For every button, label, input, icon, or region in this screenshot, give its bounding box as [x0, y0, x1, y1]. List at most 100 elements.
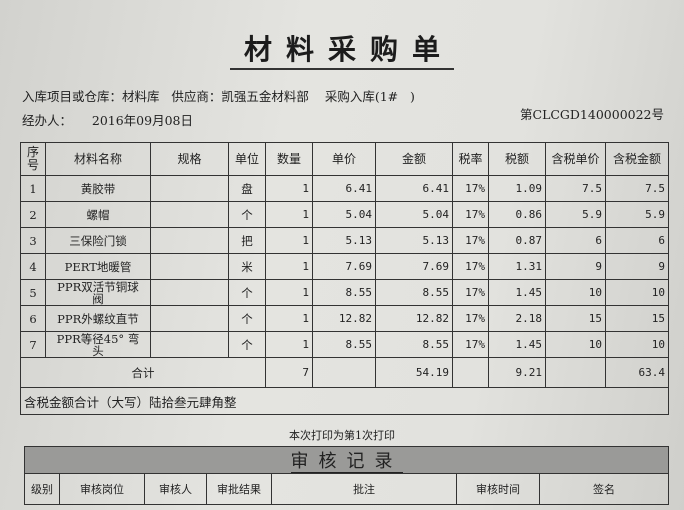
table-cell: 8.55 — [375, 279, 453, 306]
table-cell: 5.9 — [545, 201, 606, 228]
table-cell: 10 — [545, 279, 606, 306]
table-cell: 8.55 — [375, 331, 453, 358]
capital-amount: 含税金额合计（大写）陆拾叁元肆角整 — [20, 387, 669, 415]
table-cell — [150, 305, 229, 332]
table-cell: 1 — [265, 279, 313, 306]
table-cell: 9 — [545, 253, 606, 280]
total-label: 合计 — [20, 357, 266, 388]
handler-date-line: 经办人： 2016年09月08日 — [22, 113, 193, 128]
empty-cell — [452, 357, 489, 388]
table-cell: 10 — [605, 279, 669, 306]
table-cell: PPR等径45° 弯头 — [45, 331, 151, 358]
table-cell: 5.9 — [605, 201, 669, 228]
table-cell: 2 — [20, 201, 46, 228]
table-cell: PPR双活节铜球阀 — [45, 279, 151, 306]
table-cell: 三保险门锁 — [45, 227, 151, 254]
column-header: 单价 — [312, 142, 376, 176]
table-row: 1 黄胶带盘 1 6.41 6.41 17% 1.09 7.5 7.5 — [20, 175, 669, 202]
table-cell: 1 — [265, 253, 313, 280]
table-cell: 7.5 — [605, 175, 669, 202]
table-cell — [150, 279, 229, 306]
column-header: 税额 — [488, 142, 546, 176]
table-cell: 个 — [228, 305, 266, 332]
table-cell: 5.04 — [375, 201, 453, 228]
table-cell: 8.55 — [312, 331, 376, 358]
empty-cell — [545, 357, 606, 388]
table-cell: 15 — [605, 305, 669, 332]
table-cell: 1 — [265, 227, 313, 254]
audit-column-header: 签名 — [539, 473, 669, 505]
table-cell: 个 — [228, 201, 266, 228]
table-cell: 螺帽 — [45, 201, 151, 228]
page-title: 材料采购单 — [0, 28, 684, 70]
capital-amount-row: 含税金额合计（大写）陆拾叁元肆角整 — [20, 387, 669, 415]
table-row: 4 PERT地暖管米 1 7.69 7.69 17% 1.31 9 9 — [20, 253, 669, 280]
document-number: 第CLCGD140000022号 — [520, 107, 665, 122]
audit-column-header: 级别 — [24, 473, 60, 505]
audit-column-header: 审批结果 — [206, 473, 272, 505]
table-cell: 17% — [452, 279, 489, 306]
column-header: 税率 — [452, 142, 489, 176]
table-cell: 盘 — [228, 175, 266, 202]
column-header: 含税单价 — [545, 142, 606, 176]
table-cell: 1 — [265, 331, 313, 358]
column-header: 含税金额 — [605, 142, 669, 176]
table-cell — [150, 227, 229, 254]
table-cell: 6 — [545, 227, 606, 254]
table-cell — [150, 201, 229, 228]
table-cell: 6 — [605, 227, 669, 254]
audit-column-header: 批注 — [271, 473, 457, 505]
table-cell: 1 — [20, 175, 46, 202]
table-cell: 17% — [452, 253, 489, 280]
total-taxed-amount: 63.4 — [605, 357, 669, 388]
table-cell: 1.09 — [488, 175, 546, 202]
table-cell: 12.82 — [375, 305, 453, 332]
table-cell: 1.45 — [488, 331, 546, 358]
table-cell: PERT地暖管 — [45, 253, 151, 280]
table-cell: 5.13 — [312, 227, 376, 254]
table-cell: 把 — [228, 227, 266, 254]
table-row: 7 PPR等径45° 弯头个 1 8.55 8.55 17% 1.45 10 10 — [20, 331, 669, 358]
total-qty: 7 — [265, 357, 313, 388]
table-cell: 7 — [20, 331, 46, 358]
table-cell: 8.55 — [312, 279, 376, 306]
table-cell: 5.13 — [375, 227, 453, 254]
audit-table: 审核记录 级别 审核岗位 审核人 审批结果 批注 审核时间 签名 — [24, 446, 669, 505]
column-header: 规格 — [150, 142, 229, 176]
audit-column-header: 审核岗位 — [59, 473, 145, 505]
table-row: 2 螺帽个 1 5.04 5.04 17% 0.86 5.9 5.9 — [20, 201, 669, 228]
audit-title: 审核记录 — [24, 446, 669, 474]
table-cell: 1 — [265, 305, 313, 332]
print-note: 本次打印为第1次打印 — [289, 429, 395, 442]
table-cell: 6.41 — [375, 175, 453, 202]
table-cell: 2.18 — [488, 305, 546, 332]
table-cell: 个 — [228, 279, 266, 306]
column-header: 金额 — [375, 142, 453, 176]
table-cell: 5.04 — [312, 201, 376, 228]
table-cell: 10 — [605, 331, 669, 358]
table-cell — [150, 253, 229, 280]
table-cell: 7.69 — [375, 253, 453, 280]
table-cell: 5 — [20, 279, 46, 306]
table-cell: PPR外螺纹直节 — [45, 305, 151, 332]
warehouse-supplier-line: 入库项目或仓库：材料库 供应商：凯强五金材料部 采购入库(1# ) — [22, 89, 415, 104]
column-header: 材料名称 — [45, 142, 151, 176]
table-cell: 0.87 — [488, 227, 546, 254]
materials-table: 序号 材料名称 规格 单位 数量 单价 金额 税率 税额 含税单价 含税金额 1 黄胶带盘 1 6.41 6… — [20, 142, 669, 415]
table-cell: 个 — [228, 331, 266, 358]
table-cell: 3 — [20, 227, 46, 254]
table-cell: 4 — [20, 253, 46, 280]
table-cell: 1 — [265, 175, 313, 202]
table-cell: 米 — [228, 253, 266, 280]
table-cell: 12.82 — [312, 305, 376, 332]
empty-cell — [312, 357, 376, 388]
table-header-row: 序号 材料名称 规格 单位 数量 单价 金额 税率 税额 含税单价 含税金额 — [20, 142, 669, 176]
table-cell: 7.69 — [312, 253, 376, 280]
audit-column-header: 审核时间 — [456, 473, 540, 505]
table-cell — [150, 331, 229, 358]
column-header: 数量 — [265, 142, 313, 176]
table-row: 5 PPR双活节铜球阀个 1 8.55 8.55 17% 1.45 10 10 — [20, 279, 669, 306]
table-cell: 17% — [452, 227, 489, 254]
column-header: 单位 — [228, 142, 266, 176]
table-cell: 1.45 — [488, 279, 546, 306]
